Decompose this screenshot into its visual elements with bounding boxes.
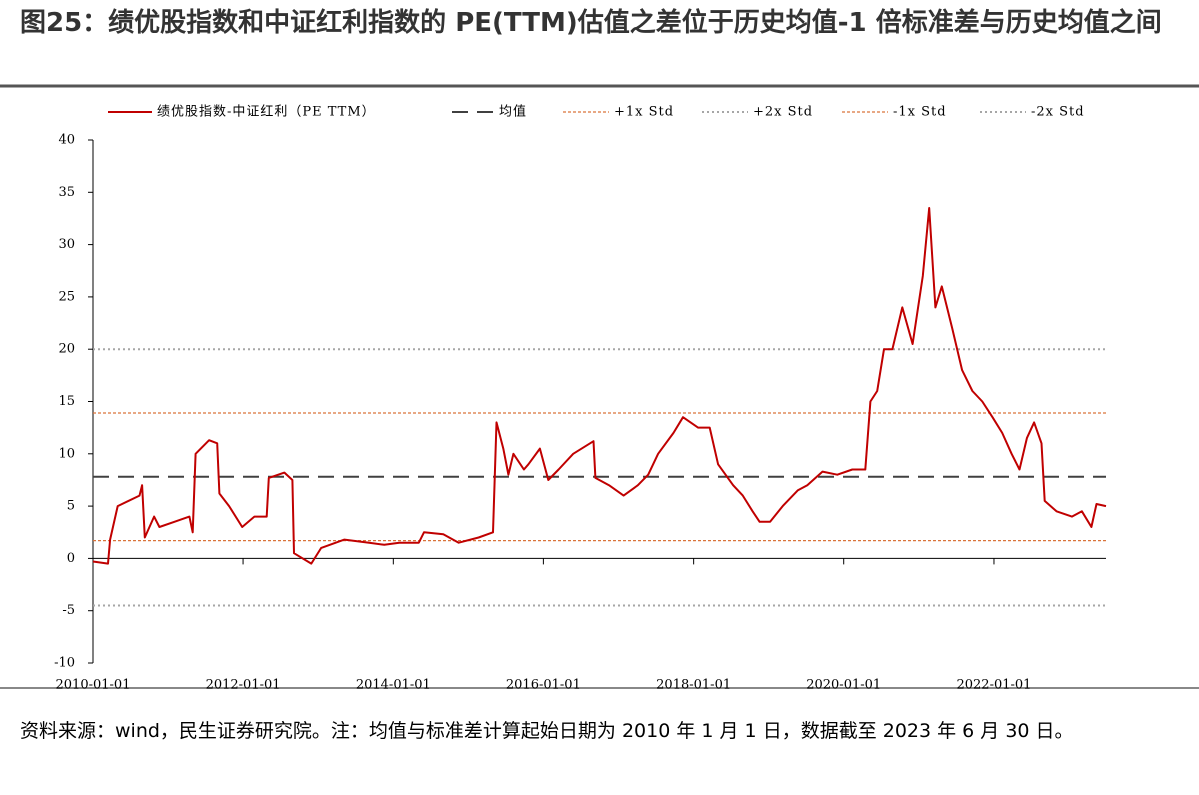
y-tick-label: 40 bbox=[58, 133, 75, 148]
legend-label: +1x Std bbox=[614, 105, 674, 120]
legend-label: -2x Std bbox=[1031, 105, 1085, 120]
x-tick-label: 2020-01-01 bbox=[806, 678, 881, 693]
legend-label: 均值 bbox=[499, 104, 527, 120]
y-tick-label: 35 bbox=[58, 185, 75, 200]
x-tick-label: 2012-01-01 bbox=[206, 678, 281, 693]
y-tick-label: 0 bbox=[67, 551, 75, 566]
chart-title: 图25：绩优股指数和中证红利指数的 PE(TTM)估值之差位于历史均值-1 倍标… bbox=[20, 8, 1162, 38]
y-tick-label: 5 bbox=[67, 499, 75, 514]
y-tick-label: -10 bbox=[54, 656, 75, 671]
x-tick-label: 2010-01-01 bbox=[56, 678, 131, 693]
series-line bbox=[92, 207, 1107, 565]
y-tick-label: 20 bbox=[58, 342, 75, 357]
x-tick-label: 2014-01-01 bbox=[356, 678, 431, 693]
y-tick-label: 25 bbox=[58, 289, 75, 304]
source-note: 资料来源：wind，民生证券研究院。注：均值与标准差计算起始日期为 2010 年… bbox=[20, 720, 1074, 742]
x-tick-label: 2018-01-01 bbox=[656, 678, 731, 693]
x-tick-label: 2016-01-01 bbox=[506, 678, 581, 693]
y-tick-label: 15 bbox=[58, 394, 75, 409]
legend-label: 绩优股指数-中证红利（PE TTM） bbox=[157, 104, 376, 120]
legend-label: -1x Std bbox=[893, 105, 947, 120]
y-tick-label: -5 bbox=[62, 603, 75, 618]
x-tick-label: 2022-01-01 bbox=[956, 678, 1031, 693]
y-tick-label: 10 bbox=[58, 446, 75, 461]
legend-label: +2x Std bbox=[753, 105, 813, 120]
y-tick-label: 30 bbox=[58, 237, 75, 252]
